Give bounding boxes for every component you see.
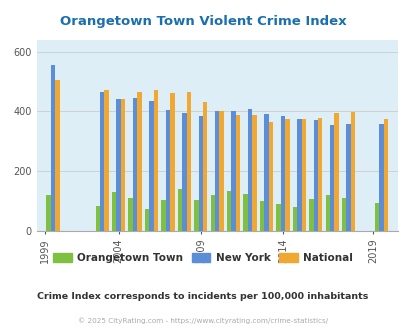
Bar bbox=[170, 93, 174, 231]
Bar bbox=[325, 195, 329, 231]
Bar bbox=[329, 125, 334, 231]
Bar bbox=[378, 124, 383, 231]
Bar bbox=[275, 204, 280, 231]
Bar bbox=[145, 209, 149, 231]
Text: Crime Index corresponds to incidents per 100,000 inhabitants: Crime Index corresponds to incidents per… bbox=[37, 292, 368, 301]
Bar bbox=[182, 113, 186, 231]
Bar bbox=[161, 200, 165, 231]
Text: Orangetown Town Violent Crime Index: Orangetown Town Violent Crime Index bbox=[60, 15, 345, 28]
Bar bbox=[317, 118, 322, 231]
Bar bbox=[165, 110, 170, 231]
Bar bbox=[259, 201, 264, 231]
Bar bbox=[198, 116, 202, 231]
Bar bbox=[374, 203, 378, 231]
Bar bbox=[177, 189, 182, 231]
Bar bbox=[132, 98, 137, 231]
Bar bbox=[350, 112, 354, 231]
Bar bbox=[194, 200, 198, 231]
Bar bbox=[268, 122, 273, 231]
Bar bbox=[104, 90, 109, 231]
Bar bbox=[296, 119, 301, 231]
Bar bbox=[210, 195, 215, 231]
Bar bbox=[55, 80, 60, 231]
Bar bbox=[313, 120, 317, 231]
Bar bbox=[252, 115, 256, 231]
Text: © 2025 CityRating.com - https://www.cityrating.com/crime-statistics/: © 2025 CityRating.com - https://www.city… bbox=[78, 317, 327, 324]
Bar bbox=[284, 119, 289, 231]
Bar bbox=[383, 119, 387, 231]
Bar bbox=[226, 191, 231, 231]
Bar bbox=[128, 198, 132, 231]
Bar bbox=[280, 116, 284, 231]
Bar bbox=[46, 195, 51, 231]
Bar bbox=[345, 124, 350, 231]
Bar bbox=[334, 113, 338, 231]
Bar bbox=[112, 192, 116, 231]
Bar bbox=[308, 199, 313, 231]
Bar bbox=[215, 112, 219, 231]
Bar bbox=[231, 112, 235, 231]
Bar bbox=[235, 115, 240, 231]
Bar bbox=[137, 92, 141, 231]
Bar bbox=[247, 109, 252, 231]
Bar bbox=[341, 198, 345, 231]
Bar bbox=[186, 92, 190, 231]
Bar bbox=[95, 206, 100, 231]
Bar bbox=[51, 65, 55, 231]
Bar bbox=[100, 92, 104, 231]
Bar bbox=[219, 111, 223, 231]
Bar bbox=[292, 207, 296, 231]
Bar bbox=[264, 115, 268, 231]
Legend: Orangetown Town, New York, National: Orangetown Town, New York, National bbox=[49, 249, 356, 267]
Bar bbox=[301, 119, 305, 231]
Bar bbox=[202, 102, 207, 231]
Bar bbox=[153, 90, 158, 231]
Bar bbox=[116, 99, 121, 231]
Bar bbox=[121, 99, 125, 231]
Bar bbox=[149, 101, 153, 231]
Bar bbox=[243, 194, 247, 231]
